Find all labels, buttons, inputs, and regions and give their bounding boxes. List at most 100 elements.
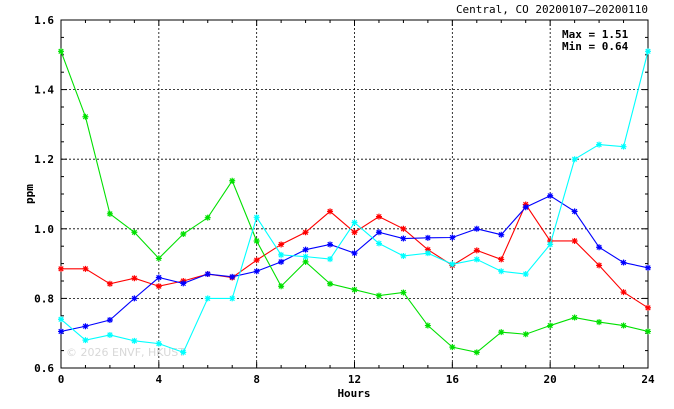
data-point (278, 241, 285, 248)
y-tick-label: 0.8 (34, 292, 54, 305)
data-point (131, 229, 138, 236)
data-point (400, 252, 407, 259)
data-point (302, 246, 309, 253)
data-point (180, 349, 187, 356)
data-point (82, 337, 89, 344)
data-point (278, 283, 285, 290)
data-point (620, 143, 627, 150)
data-point (229, 177, 236, 184)
data-point (424, 234, 431, 241)
data-point (645, 304, 651, 311)
data-point (620, 322, 627, 329)
data-point (400, 225, 407, 232)
x-tick-label: 16 (446, 373, 460, 386)
data-point (571, 237, 578, 244)
x-tick-label: 4 (156, 373, 163, 386)
data-point (278, 251, 285, 258)
data-point (58, 316, 64, 323)
data-point (204, 295, 211, 302)
data-point (375, 292, 382, 299)
data-point (645, 264, 651, 271)
data-point (498, 268, 505, 275)
data-point (106, 210, 113, 217)
max-label: Max = 1.51 (562, 28, 629, 41)
data-point (375, 229, 382, 236)
data-point (547, 322, 554, 329)
data-point (253, 237, 260, 244)
data-point (278, 258, 285, 265)
data-point (449, 234, 456, 241)
data-point (327, 280, 334, 287)
x-tick-label: 20 (544, 373, 557, 386)
data-point (596, 244, 603, 251)
data-point (645, 328, 651, 335)
data-point (424, 246, 431, 253)
data-point (620, 259, 627, 266)
data-point (620, 289, 627, 296)
data-point (522, 331, 529, 338)
data-point (400, 235, 407, 242)
grid-lines (61, 20, 648, 368)
data-point (180, 231, 187, 238)
data-point (547, 192, 554, 199)
data-point (82, 323, 89, 330)
data-point (473, 247, 480, 254)
data-point (155, 340, 162, 347)
x-axis-label: Hours (337, 387, 370, 400)
data-point (82, 113, 89, 120)
data-point (229, 295, 236, 302)
min-label: Min = 0.64 (562, 40, 629, 53)
y-tick-label: 1.2 (34, 153, 54, 166)
data-point (596, 262, 603, 269)
chart-title: Central, CO 20200107–20200110 (456, 3, 648, 16)
data-point (571, 314, 578, 321)
x-tick-label: 24 (641, 373, 655, 386)
data-point (400, 289, 407, 296)
data-point (155, 274, 162, 281)
data-point (58, 48, 64, 55)
y-tick-label: 1.0 (34, 223, 54, 236)
data-point (155, 283, 162, 290)
x-tick-label: 12 (348, 373, 361, 386)
data-point (449, 344, 456, 351)
data-point (522, 204, 529, 211)
data-point (375, 213, 382, 220)
data-point (424, 250, 431, 257)
data-point (106, 331, 113, 338)
data-point (253, 214, 260, 221)
data-point (596, 141, 603, 148)
data-point (106, 316, 113, 323)
data-point (473, 225, 480, 232)
data-point (302, 253, 309, 260)
data-point (82, 265, 89, 272)
x-tick-label: 0 (58, 373, 65, 386)
data-point (58, 265, 64, 272)
data-point (596, 319, 603, 326)
data-point (498, 329, 505, 336)
data-point (327, 256, 334, 263)
watermark: © 2026 ENVF, HKUST (66, 346, 185, 359)
data-point (204, 214, 211, 221)
data-point (131, 275, 138, 282)
axis-ticks: 0 4 8 12 16 20 24 0.6 0.8 1.0 1.2 1.4 1.6 (34, 14, 655, 386)
data-point (351, 219, 358, 226)
data-point (58, 328, 64, 335)
y-tick-label: 1.6 (34, 14, 54, 27)
data-point (131, 295, 138, 302)
data-point (155, 255, 162, 262)
data-point (327, 241, 334, 248)
data-point (473, 349, 480, 356)
data-point (253, 268, 260, 275)
data-point (253, 257, 260, 264)
data-point (302, 229, 309, 236)
data-point (571, 208, 578, 215)
data-point (351, 250, 358, 257)
data-point (229, 273, 236, 280)
data-point (106, 280, 113, 287)
data-point (424, 322, 431, 329)
data-point (375, 240, 382, 247)
data-point (571, 156, 578, 163)
data-point (547, 237, 554, 244)
data-point (204, 271, 211, 278)
